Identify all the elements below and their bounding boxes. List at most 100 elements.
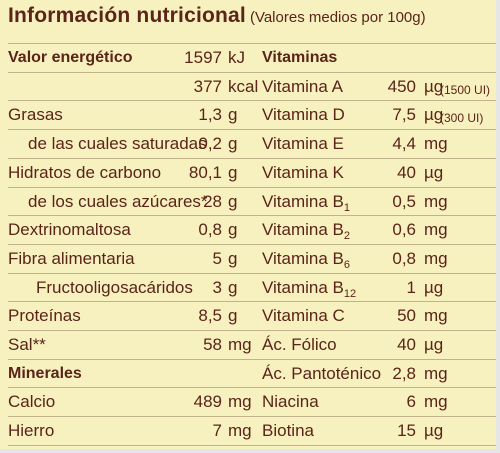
nutrient-label: Sal**	[8, 335, 46, 354]
vitamin-label: Vitamina B6	[262, 249, 350, 271]
nutrient-value: 8,5	[198, 306, 222, 326]
nutrient-value: 28	[203, 191, 222, 211]
row-rule	[8, 330, 496, 331]
vitamin-ui-equivalent: (300 UI)	[440, 111, 484, 126]
vitamin-label: Niacina	[262, 392, 319, 412]
vitamin-value: 40	[397, 335, 416, 354]
nutrient-label: Dextrinomaltosa	[8, 220, 131, 240]
vitamin-name: Niacina	[262, 392, 319, 412]
nutrient-label: Hidratos de carbono	[8, 162, 162, 182]
vitamin-name: Ác. Fólico	[262, 335, 337, 354]
nutrient-label: Grasas	[8, 105, 63, 125]
vitamin-label: Vitaminas	[262, 48, 337, 68]
row-rule	[8, 243, 496, 245]
nutrient-value: 58	[203, 335, 222, 354]
vitamin-label: Ác. Pantoténico	[262, 364, 381, 384]
vitamin-name: Vitamina B	[262, 277, 344, 297]
row-rule	[8, 416, 496, 418]
nutrient-value: 1,3	[198, 105, 222, 125]
row-rule	[8, 129, 496, 131]
vitamin-unit: µg	[424, 335, 444, 354]
nutrient-unit: g	[228, 105, 238, 125]
row-rule	[8, 444, 496, 446]
vitamin-value: 15	[397, 421, 416, 441]
vitamin-label: Biotina	[262, 421, 314, 441]
vitamin-value: 0,8	[392, 248, 416, 268]
row-rule	[8, 43, 496, 44]
vitamin-unit: µg	[424, 162, 444, 182]
row-rule	[8, 186, 496, 188]
vitamin-unit: µg	[424, 105, 444, 125]
vitamin-unit: µg	[424, 76, 444, 96]
vitamin-value: 6	[406, 392, 416, 412]
nutrient-value: 3	[212, 277, 222, 297]
nutrient-unit: kcal	[228, 76, 259, 96]
vitamin-name: Vitamina B	[262, 191, 344, 211]
nutrient-unit: mg	[228, 335, 252, 354]
vitamin-value: 4,4	[392, 134, 416, 154]
vitamin-name: Vitamina B	[262, 220, 344, 240]
vitamin-label: Vitamina C	[262, 306, 345, 326]
nutrient-label: Fructooligosacáridos	[36, 277, 193, 297]
nutrient-value: 0,2	[198, 134, 222, 154]
nutrient-unit: mg	[228, 421, 252, 441]
row-rule	[8, 358, 496, 360]
row-rule	[8, 157, 496, 159]
vitamin-unit: mg	[424, 363, 448, 383]
row-rule	[8, 215, 496, 217]
vitamin-value: 0,6	[392, 220, 416, 240]
vitamin-label: Vitamina A	[262, 77, 343, 97]
nutrient-unit: g	[228, 248, 238, 268]
nutrient-value: 377	[193, 76, 222, 96]
vitamin-subscript: 12	[343, 287, 357, 300]
vitamin-unit: mg	[424, 248, 448, 268]
nutrient-value: 5	[212, 248, 222, 268]
vitamin-name: Vitamina C	[262, 306, 345, 326]
row-rule	[8, 272, 496, 274]
nutrient-value: 0,8	[198, 220, 222, 240]
nutrient-unit: kJ	[228, 48, 245, 67]
nutrient-label: de los cuales azúcares*	[28, 191, 208, 211]
vitamin-unit: mg	[424, 220, 448, 240]
vitamin-name: Vitaminas	[262, 49, 338, 66]
nutrient-unit: g	[228, 277, 238, 297]
nutrient-label: Proteínas	[8, 306, 81, 326]
vitamin-unit: µg	[424, 277, 444, 297]
vitamin-label: Vitamina D	[262, 105, 345, 125]
nutrient-value: 7	[212, 421, 222, 441]
row-rule	[8, 71, 496, 73]
vitamin-value: 40	[397, 162, 416, 182]
vitamin-unit: µg	[424, 421, 444, 441]
vitamin-label: Vitamina B2	[262, 220, 350, 242]
nutrient-unit: g	[228, 162, 238, 182]
vitamin-ui-equivalent: (1500 UI)	[440, 82, 491, 97]
vitamin-unit: mg	[424, 191, 448, 211]
vitamin-value: 450	[387, 76, 416, 96]
nutrient-unit: g	[228, 134, 238, 154]
nutrient-label: de las cuales saturadas	[28, 134, 207, 154]
vitamin-name: Vitamina D	[262, 105, 345, 125]
vitamin-value: 2,8	[392, 363, 416, 383]
vitamin-unit: mg	[424, 392, 448, 412]
nutrient-unit: g	[228, 191, 238, 211]
nutrient-value: 1597	[184, 48, 222, 67]
vitamin-unit: mg	[424, 134, 448, 154]
nutrient-unit: mg	[228, 392, 252, 412]
table-title: Información nutricional (Valores medios p…	[8, 4, 426, 28]
nutrient-label: Minerales	[8, 364, 82, 382]
nutrient-label: Calcio	[8, 392, 56, 412]
vitamin-label: Vitamina K	[262, 163, 344, 183]
nutrient-value: 80,1	[188, 162, 222, 182]
vitamin-name: Vitamina E	[262, 134, 344, 154]
subtitle-text: (Valores medios por 100g)	[249, 9, 426, 26]
nutrient-label: Fibra alimentaria	[8, 248, 135, 268]
vitamin-name: Biotina	[262, 421, 314, 441]
vitamin-name: Vitamina K	[262, 162, 344, 182]
vitamin-value: 1	[406, 277, 416, 297]
vitamin-label: Ác. Fólico	[262, 335, 337, 355]
vitamin-name: Ác. Pantoténico	[262, 363, 382, 383]
row-rule	[8, 301, 496, 303]
title-text: Información nutricional	[8, 4, 246, 27]
nutrient-unit: g	[228, 220, 238, 240]
